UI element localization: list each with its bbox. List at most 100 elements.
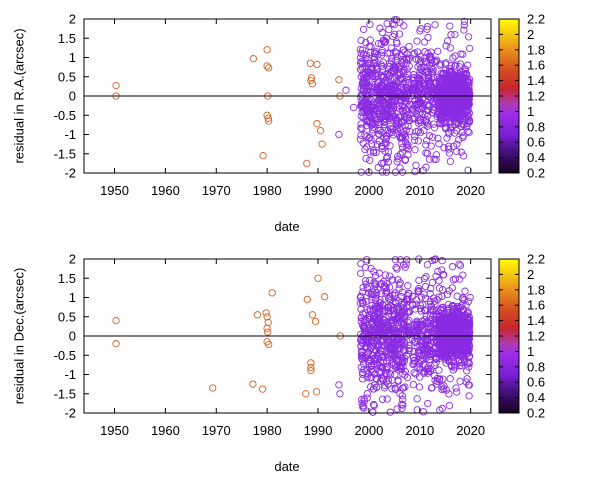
scatter-point xyxy=(393,103,401,112)
x-tick-label: 1980 xyxy=(253,183,282,198)
scatter-point xyxy=(459,152,468,160)
colorbar-tick-label: 1 xyxy=(527,344,534,359)
scatter-point xyxy=(443,37,452,45)
scatter-point xyxy=(399,46,407,54)
scatter-point xyxy=(400,131,408,139)
x-tick-label: 2000 xyxy=(354,423,383,438)
scatter-point xyxy=(373,355,381,363)
scatter-point xyxy=(456,377,464,385)
scatter-point xyxy=(452,61,460,69)
scatter-point xyxy=(264,114,272,122)
scatter-point xyxy=(379,99,387,108)
scatter-point xyxy=(438,257,446,265)
scatter-point xyxy=(422,136,431,145)
colorbar-tick-label: 1.4 xyxy=(527,313,545,328)
scatter-point xyxy=(313,120,321,128)
scatter-point xyxy=(435,102,444,110)
colorbar-tick-label: 1.8 xyxy=(527,42,545,57)
scatter-point xyxy=(440,315,448,323)
scatter-point xyxy=(416,346,424,354)
scatter-point xyxy=(428,307,436,315)
scatter-point xyxy=(441,102,449,111)
scatter-point xyxy=(461,358,469,367)
scatter-point xyxy=(409,300,417,309)
scatter-point xyxy=(373,340,382,348)
scatter-point xyxy=(461,98,469,106)
scatter-point xyxy=(449,366,458,374)
scatter-point xyxy=(440,144,448,152)
scatter-point xyxy=(253,311,262,319)
scatter-point xyxy=(434,134,442,142)
scatter-point xyxy=(445,390,453,398)
scatter-point xyxy=(438,70,447,79)
scatter-point xyxy=(395,113,403,121)
scatter-point xyxy=(449,103,457,112)
scatter-point xyxy=(381,112,389,120)
scatter-point xyxy=(365,134,373,142)
y-tick-label: 2 xyxy=(69,12,76,27)
scatter-point xyxy=(463,328,471,336)
scatter-point xyxy=(456,83,464,91)
scatter-point xyxy=(373,86,381,94)
scatter-point xyxy=(358,354,366,362)
scatter-point xyxy=(393,152,402,161)
scatter-point xyxy=(424,369,432,377)
scatter-point xyxy=(378,168,387,176)
scatter-point xyxy=(372,374,380,383)
scatter-point xyxy=(460,26,468,34)
scatter-point xyxy=(464,315,473,323)
scatter-point xyxy=(398,55,407,64)
scatter-point xyxy=(455,136,463,144)
scatter-point xyxy=(460,21,468,29)
ra-colorbar-ticks: 2.221.81.61.41.210.80.60.40.2 xyxy=(499,12,545,181)
scatter-point xyxy=(385,304,393,312)
x-tick-label: 2010 xyxy=(405,423,434,438)
scatter-point xyxy=(422,273,430,281)
scatter-point xyxy=(378,97,387,105)
scatter-point xyxy=(439,325,447,333)
scatter-point xyxy=(457,334,465,342)
scatter-point xyxy=(392,328,401,336)
scatter-point xyxy=(414,48,422,56)
scatter-point xyxy=(445,110,454,119)
scatter-point xyxy=(376,90,384,98)
scatter-point xyxy=(249,380,257,388)
scatter-point xyxy=(363,118,371,126)
colorbar-tick-label: 0.4 xyxy=(527,390,545,405)
scatter-point xyxy=(417,357,426,365)
scatter-point xyxy=(318,140,326,148)
ra-y-axis-label: residual in R.A.(arcsec) xyxy=(11,28,26,163)
scatter-point xyxy=(369,408,377,416)
scatter-point xyxy=(362,297,370,306)
scatter-point xyxy=(453,388,461,396)
scatter-point xyxy=(428,324,436,332)
scatter-point xyxy=(397,317,405,326)
y-tick-label: 1.5 xyxy=(58,271,76,286)
scatter-point xyxy=(459,271,467,279)
scatter-point xyxy=(459,293,467,302)
scatter-point xyxy=(387,57,396,65)
scatter-point xyxy=(386,82,394,91)
scatter-point xyxy=(366,148,374,156)
scatter-point xyxy=(414,127,423,135)
scatter-point xyxy=(307,74,316,82)
scatter-point xyxy=(376,369,384,378)
scatter-point xyxy=(361,326,370,334)
scatter-point xyxy=(424,399,432,408)
x-tick-label: 1950 xyxy=(100,423,129,438)
scatter-point xyxy=(376,299,385,307)
scatter-point xyxy=(384,148,393,156)
scatter-point xyxy=(419,321,427,329)
scatter-point xyxy=(398,392,406,400)
scatter-point xyxy=(463,367,471,375)
scatter-point xyxy=(308,80,317,88)
scatter-point xyxy=(457,50,465,58)
ra-colorbar-gradient xyxy=(499,19,519,173)
scatter-point xyxy=(386,59,394,67)
scatter-point xyxy=(378,142,386,150)
scatter-point xyxy=(465,118,474,126)
scatter-point xyxy=(399,396,407,404)
scatter-point xyxy=(403,291,412,300)
panel-dec: 1950 1960 1970 1980 1990 2000 2010 2020 21.510.… xyxy=(11,252,545,475)
colorbar-tick-label: 0.4 xyxy=(527,150,545,165)
